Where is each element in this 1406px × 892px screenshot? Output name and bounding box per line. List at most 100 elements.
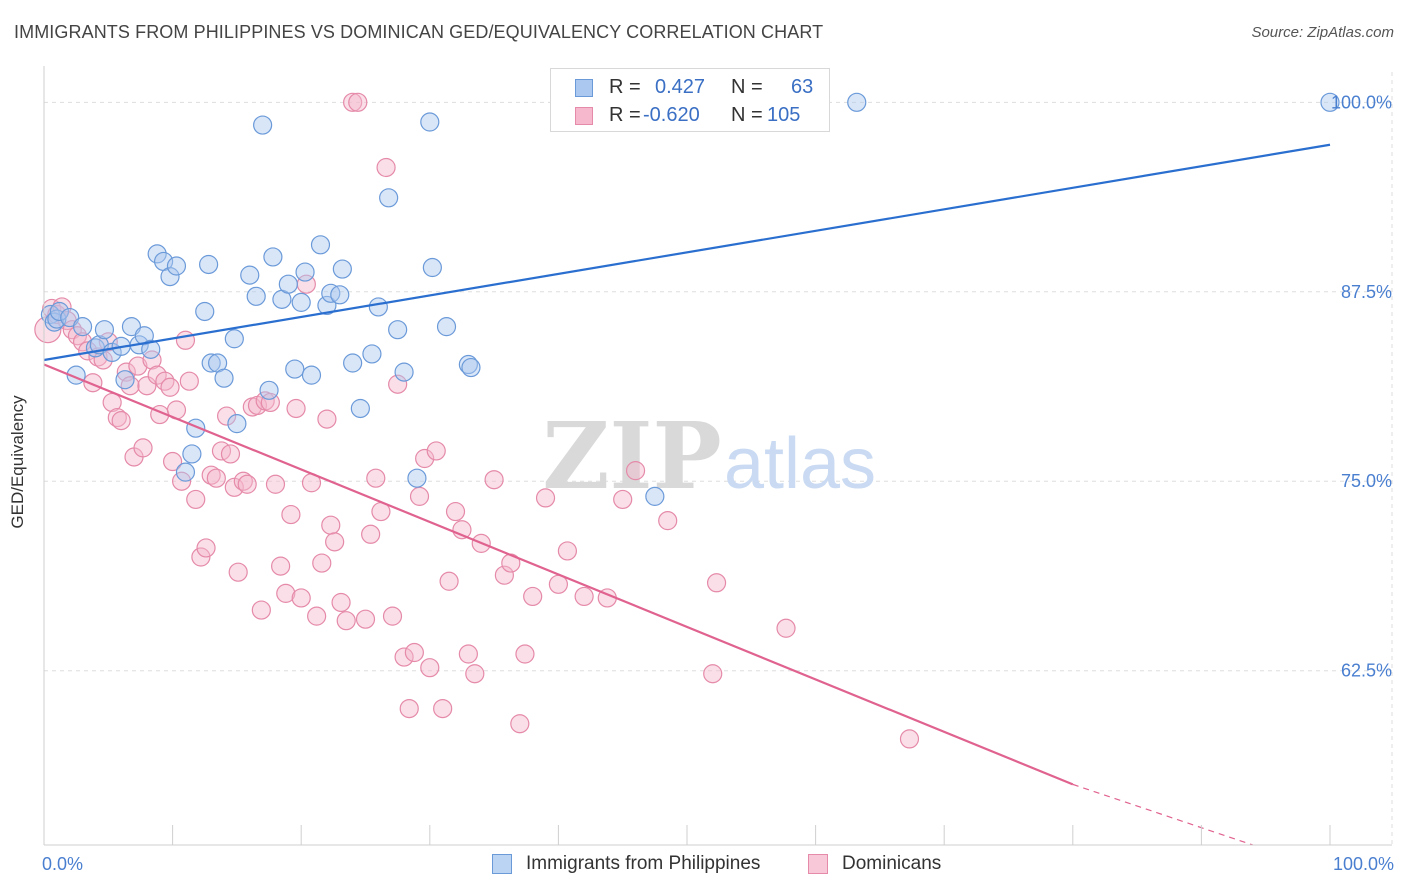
point-blue-55 — [420, 112, 440, 132]
watermark-zip: ZIP — [542, 402, 721, 510]
point-pink-58 — [312, 553, 332, 573]
point-blue-21 — [175, 462, 196, 482]
point-blue-9 — [94, 320, 115, 340]
point-pink-87 — [484, 470, 504, 490]
point-pink-96 — [574, 586, 594, 607]
point-pink-51 — [276, 583, 296, 603]
point-blue-54 — [407, 468, 427, 488]
x-tick-label-min: 0.0% — [42, 854, 83, 874]
point-pink-81 — [439, 571, 459, 591]
point-pink-82 — [445, 501, 466, 522]
point-blue-53 — [394, 362, 414, 382]
point-pink-26 — [160, 377, 180, 397]
point-pink-57 — [307, 606, 327, 626]
point-pink-61 — [325, 532, 345, 552]
point-pink-101 — [703, 664, 723, 684]
point-pink-46 — [251, 600, 271, 620]
point-blue-28 — [214, 368, 234, 388]
point-blue-41 — [301, 365, 322, 385]
point-pink-68 — [366, 468, 386, 488]
point-pink-62 — [331, 592, 351, 613]
point-pink-19 — [128, 356, 148, 376]
point-pink-98 — [613, 489, 633, 510]
point-pink-17 — [120, 376, 140, 396]
point-pink-91 — [515, 644, 535, 664]
n-label: N = — [731, 104, 763, 126]
n-value: 63 — [791, 76, 814, 98]
y-tick-label-2: 87.5% — [1341, 282, 1392, 302]
chart-title: IMMIGRANTS FROM PHILIPPINES VS DOMINICAN… — [14, 22, 824, 42]
trend-line-extension-pink — [1072, 783, 1254, 846]
point-blue-52 — [388, 320, 408, 340]
y-tick-labels: 62.5% 75.0% 87.5% 100.0% — [1331, 92, 1392, 680]
point-pink-53 — [286, 398, 306, 419]
stats-row-philippines: R = 0.427 N = 63 — [551, 73, 829, 101]
point-blue-39 — [291, 292, 311, 312]
point-pink-36 — [206, 468, 226, 488]
r-label: R = — [609, 76, 641, 98]
watermark-atlas: atlas — [724, 424, 876, 504]
point-pink-52 — [281, 504, 301, 525]
point-blue-34 — [259, 380, 279, 400]
point-blue-38 — [285, 359, 305, 379]
point-blue-50 — [368, 297, 388, 317]
point-pink-67 — [361, 524, 381, 544]
point-pink-25 — [155, 371, 175, 391]
point-blue-3 — [49, 301, 70, 322]
point-pink-33 — [191, 547, 211, 567]
point-pink-41 — [228, 562, 248, 582]
point-blue-43 — [317, 295, 337, 316]
swatch-dominicans — [575, 107, 593, 125]
point-blue-57 — [436, 317, 457, 337]
point-blue-25 — [199, 254, 219, 275]
point-pink-32 — [186, 489, 206, 510]
point-pink-43 — [237, 474, 257, 494]
point-pink-38 — [217, 406, 237, 426]
point-blue-17 — [147, 244, 167, 264]
point-blue-31 — [240, 265, 260, 285]
point-pink-99 — [625, 461, 646, 481]
watermark: ZIP atlas — [542, 402, 876, 510]
point-pink-84 — [458, 644, 478, 664]
point-blue-26 — [201, 353, 221, 373]
stats-legend: R = 0.427 N = 63 R = -0.620 N = 105 — [550, 68, 830, 132]
point-pink-60 — [321, 515, 341, 535]
n-value: 105 — [767, 104, 801, 126]
point-blue-32 — [246, 286, 266, 306]
point-pink-100 — [658, 511, 678, 531]
point-pink-6 — [67, 326, 88, 346]
trend-lines — [43, 143, 1331, 846]
point-blue-35 — [263, 247, 283, 267]
point-blue-20 — [166, 256, 187, 276]
point-blue-29 — [224, 329, 244, 349]
point-pink-70 — [376, 157, 396, 178]
point-blue-1 — [44, 312, 64, 332]
point-blue-62 — [1320, 92, 1340, 112]
point-pink-92 — [523, 586, 543, 607]
point-pink-65 — [348, 92, 368, 112]
point-blue-40 — [295, 262, 315, 282]
point-blue-16 — [141, 339, 161, 359]
swatch-philippines — [575, 79, 593, 97]
point-blue-56 — [422, 257, 442, 278]
stats-row-dominicans: R = -0.620 N = 105 — [551, 101, 829, 129]
point-pink-102 — [706, 573, 727, 593]
point-pink-30 — [175, 330, 196, 350]
n-label: N = — [731, 76, 763, 98]
grid-layer — [44, 72, 1393, 845]
point-blue-37 — [278, 274, 298, 294]
point-pink-77 — [415, 448, 435, 469]
legend-label-dominicans: Dominicans — [842, 853, 942, 874]
point-pink-85 — [465, 664, 485, 684]
point-blue-59 — [461, 357, 481, 378]
trend-line-blue — [43, 143, 1331, 362]
point-blue-51 — [379, 188, 399, 208]
point-pink-75 — [404, 642, 424, 663]
legend-swatch-dominicans — [808, 854, 828, 874]
point-pink-20 — [133, 438, 153, 458]
r-value: 0.427 — [655, 76, 706, 98]
trend-line-pink — [43, 363, 1074, 786]
point-pink-50 — [271, 556, 291, 576]
point-pink-80 — [433, 698, 453, 719]
point-blue-33 — [253, 115, 273, 135]
